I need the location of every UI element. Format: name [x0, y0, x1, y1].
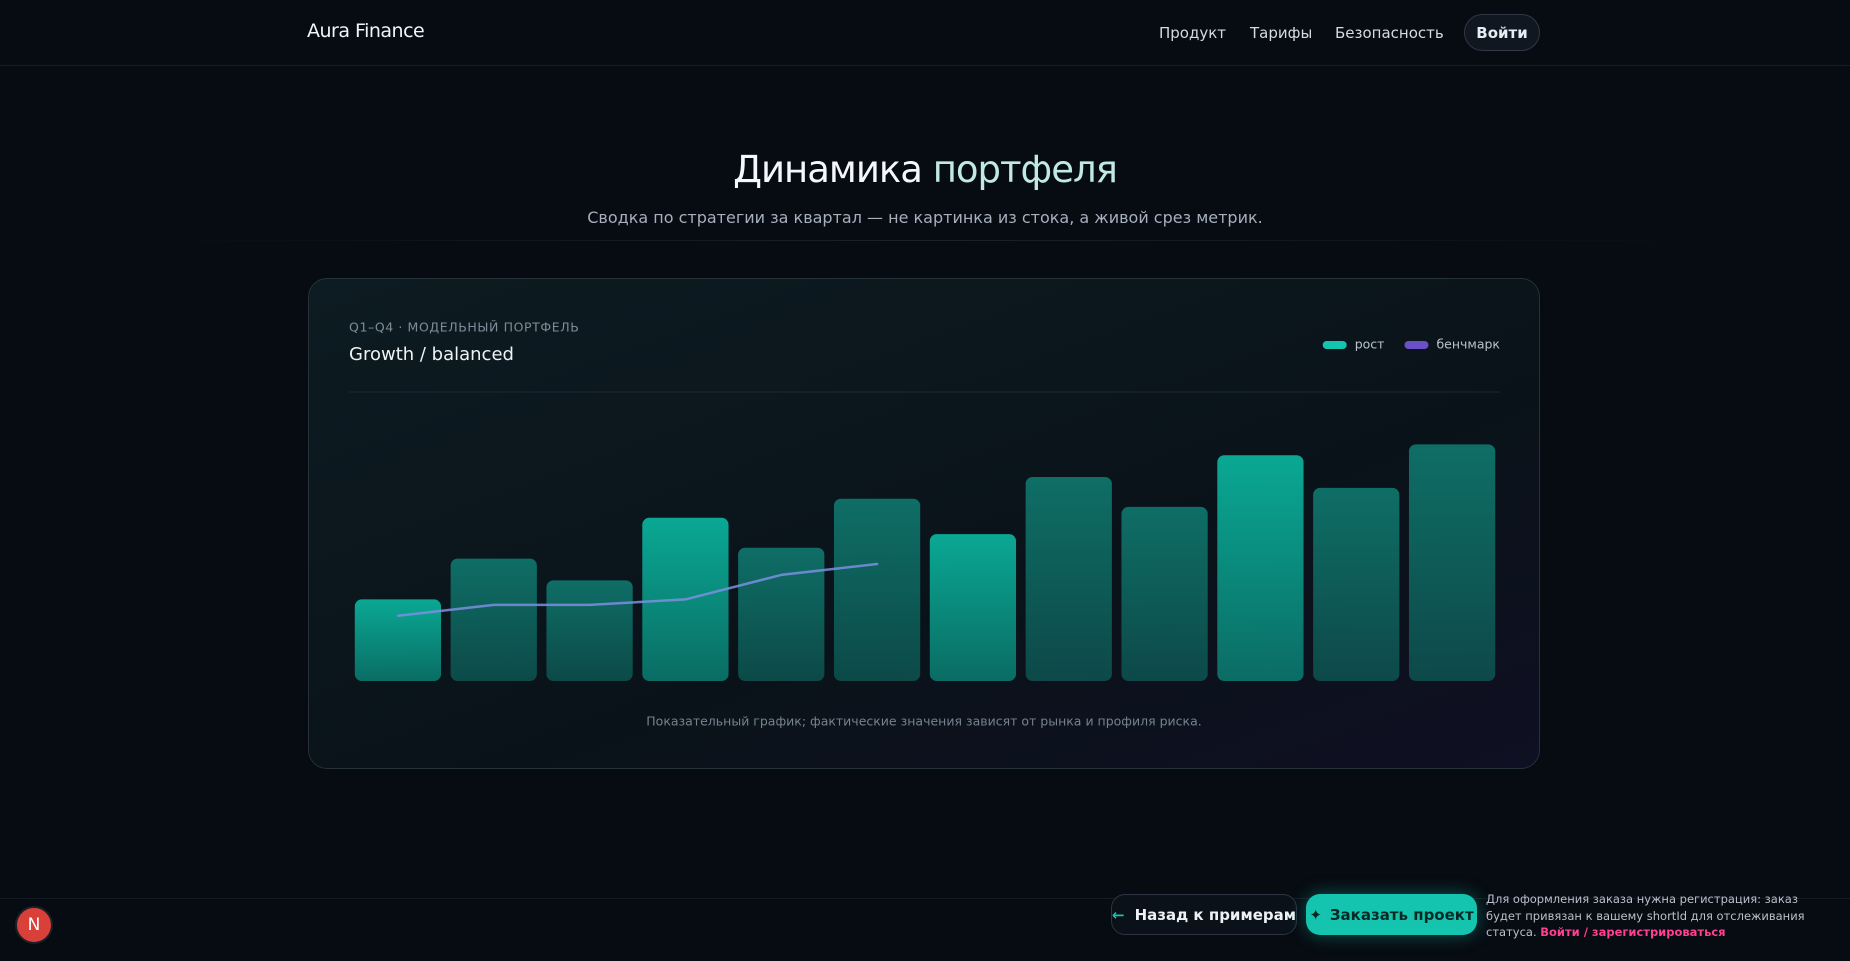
chart-footnote: Показательный график; фактические значен… — [646, 714, 1201, 729]
chart-kicker: Q1–Q4 · МОДЕЛЬНЫЙ ПОРТФЕЛЬ — [349, 320, 579, 335]
title-accent: портфеля — [932, 148, 1118, 191]
chart: Q1–Q4 · МОДЕЛЬНЫЙ ПОРТФЕЛЬ Growth / bala… — [349, 320, 1500, 729]
bar — [1408, 444, 1496, 681]
bar — [1121, 506, 1208, 681]
notice-link[interactable]: Войти / зарегистрироваться — [1540, 925, 1726, 939]
order-label: Заказать проект — [1329, 905, 1474, 924]
back-label: Назад к примерам — [1134, 905, 1296, 924]
back-button[interactable]: ← Назад к примерам — [1111, 894, 1297, 935]
divider — [130, 240, 1720, 241]
bar — [1025, 477, 1112, 681]
legend-label: рост — [1355, 337, 1385, 352]
nav-link[interactable]: Безопасность — [1335, 24, 1444, 42]
hero-title: Динамика портфеля — [0, 148, 1850, 191]
bar — [1313, 487, 1400, 681]
notice: Для оформления заказа нужна регистрация:… — [1486, 891, 1836, 941]
title-main: Динамика — [733, 148, 923, 191]
bar — [833, 498, 921, 681]
bar — [450, 558, 537, 681]
bar — [738, 547, 825, 681]
legend-label: бенчмарк — [1436, 337, 1500, 352]
bottom-divider — [0, 898, 1850, 899]
hero-subtitle: Сводка по стратегии за квартал — не карт… — [587, 208, 1263, 227]
nav-link[interactable]: Тарифы — [1250, 24, 1313, 42]
bar — [354, 599, 442, 681]
bar — [929, 534, 1017, 681]
notice-text: Для оформления заказа нужна регистрация:… — [1486, 892, 1805, 939]
chart-card: Q1–Q4 · МОДЕЛЬНЫЙ ПОРТФЕЛЬ Growth / bala… — [308, 278, 1540, 769]
benchmark-line — [396, 562, 879, 617]
bar — [1217, 455, 1304, 681]
navbar: Aura Finance Продукт Тарифы Безопасность… — [0, 0, 1850, 66]
legend-swatch — [1404, 341, 1429, 349]
avatar-badge[interactable]: N — [15, 906, 53, 944]
legend-swatch — [1322, 341, 1347, 349]
nav-link[interactable]: Продукт — [1159, 24, 1227, 42]
chart-title: Growth / balanced — [349, 344, 514, 365]
order-button[interactable]: ✦ Заказать проект — [1306, 894, 1477, 935]
bar — [546, 580, 633, 681]
login-button[interactable]: Войти — [1464, 14, 1540, 51]
brand[interactable]: Aura Finance — [307, 20, 425, 42]
